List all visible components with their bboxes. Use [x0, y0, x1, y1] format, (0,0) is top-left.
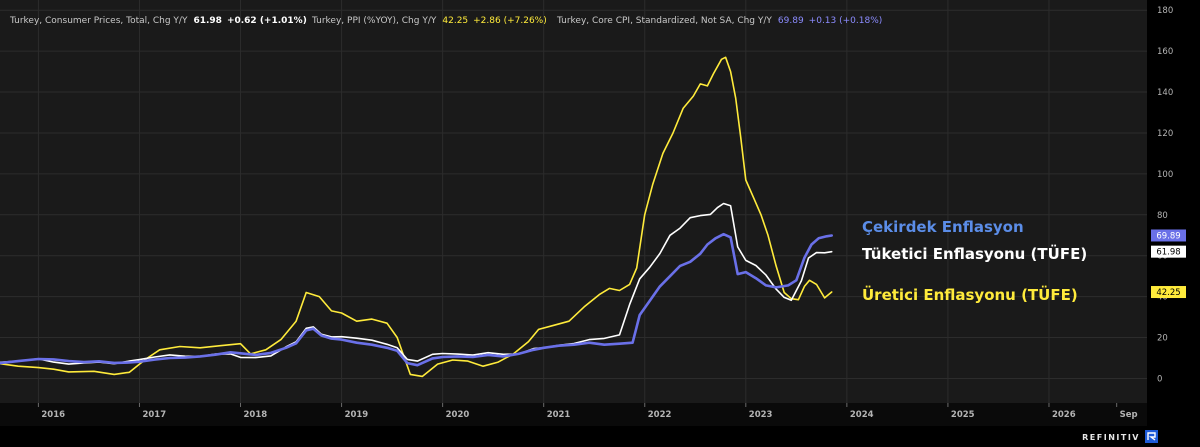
- plot-area: [0, 0, 1147, 403]
- value-badge-bg: [1151, 286, 1186, 299]
- series-layer: [0, 56, 833, 378]
- x-axis-area: [0, 403, 1147, 426]
- brand-logo-icon: [1145, 430, 1158, 443]
- y-tick-label: 140: [1157, 88, 1173, 98]
- header-legend: Turkey, Consumer Prices, Total, Chg Y/Y 6…: [9, 16, 882, 26]
- x-tick-label: 2024: [850, 410, 874, 420]
- value-badge-label: 61.98: [1156, 248, 1180, 258]
- header-core-value: 69.89: [778, 16, 804, 26]
- header-cpi-change: +0.62 (+1.01%): [227, 16, 307, 26]
- x-tick-label: 2026: [1052, 410, 1076, 420]
- header-ppi-value: 42.25: [442, 16, 468, 26]
- x-tick-label: 2020: [446, 410, 470, 420]
- header-core-change: +0.13 (+0.18%): [809, 16, 883, 26]
- series-line-ppi: [0, 56, 833, 378]
- header-series-ppi: Turkey, PPI (%YOY), Chg Y/Y 42.25 +2.86 (+…: [311, 16, 547, 26]
- annotation-core: Çekirdek Enflasyon: [862, 218, 1024, 236]
- y-tick-label: 80: [1157, 211, 1168, 221]
- header-series-core: Turkey, Core CPI, Standardized, Not SA, …: [556, 16, 882, 26]
- x-tick-label: 2021: [547, 410, 571, 420]
- annotation-ppi: Üretici Enflasyonu (TÜFE): [862, 285, 1078, 304]
- y-tick-label: 180: [1157, 6, 1173, 16]
- y-tick-label: 160: [1157, 47, 1173, 57]
- value-badge-label: 69.89: [1156, 231, 1180, 241]
- header-ppi-name: Turkey, PPI (%YOY), Chg Y/Y: [311, 16, 437, 26]
- annotation-cpi: Tüketici Enflasyonu (TÜFE): [862, 244, 1087, 263]
- header-cpi-value: 61.98: [193, 16, 221, 26]
- brand-name: REFINITIV: [1082, 433, 1140, 442]
- header-series-cpi: Turkey, Consumer Prices, Total, Chg Y/Y 6…: [9, 16, 307, 26]
- value-badge-bg: [1151, 245, 1186, 258]
- value-badge-ppi: 42.25: [1151, 286, 1186, 299]
- value-badge-label: 42.25: [1156, 288, 1180, 298]
- x-tick-label: 2022: [648, 410, 672, 420]
- header-core-name: Turkey, Core CPI, Standardized, Not SA, …: [556, 16, 772, 26]
- x-tick-label: 2016: [41, 410, 65, 420]
- x-axis: 2016 2017 2018 2019 2020 2021 2022 2023 2024 2025…: [37, 403, 1138, 420]
- x-tick-label: 2017: [142, 410, 166, 420]
- x-tick-label: 2023: [749, 410, 773, 420]
- value-badges: 69.89 61.98 42.25: [1151, 229, 1186, 299]
- x-tick-label: 2018: [244, 410, 268, 420]
- x-tick-label: 2025: [951, 410, 975, 420]
- x-tick-label: 2019: [345, 410, 369, 420]
- value-badge-bg: [1151, 229, 1186, 242]
- y-tick-label: 120: [1157, 129, 1173, 139]
- header-cpi-name: Turkey, Consumer Prices, Total, Chg Y/Y: [9, 16, 188, 26]
- series-line-core: [0, 232, 833, 367]
- y-tick-label: 100: [1157, 170, 1173, 180]
- value-badge-cpi: 61.98: [1151, 245, 1186, 258]
- y-tick-label: 0: [1157, 374, 1162, 384]
- header-ppi-change: +2.86 (+7.26%): [473, 16, 547, 26]
- series-line-cpi: [0, 202, 833, 365]
- x-tick-label: Sep: [1120, 410, 1138, 420]
- grid: [0, 0, 1147, 403]
- y-tick-label: 20: [1157, 334, 1168, 344]
- value-badge-core: 69.89: [1151, 229, 1186, 242]
